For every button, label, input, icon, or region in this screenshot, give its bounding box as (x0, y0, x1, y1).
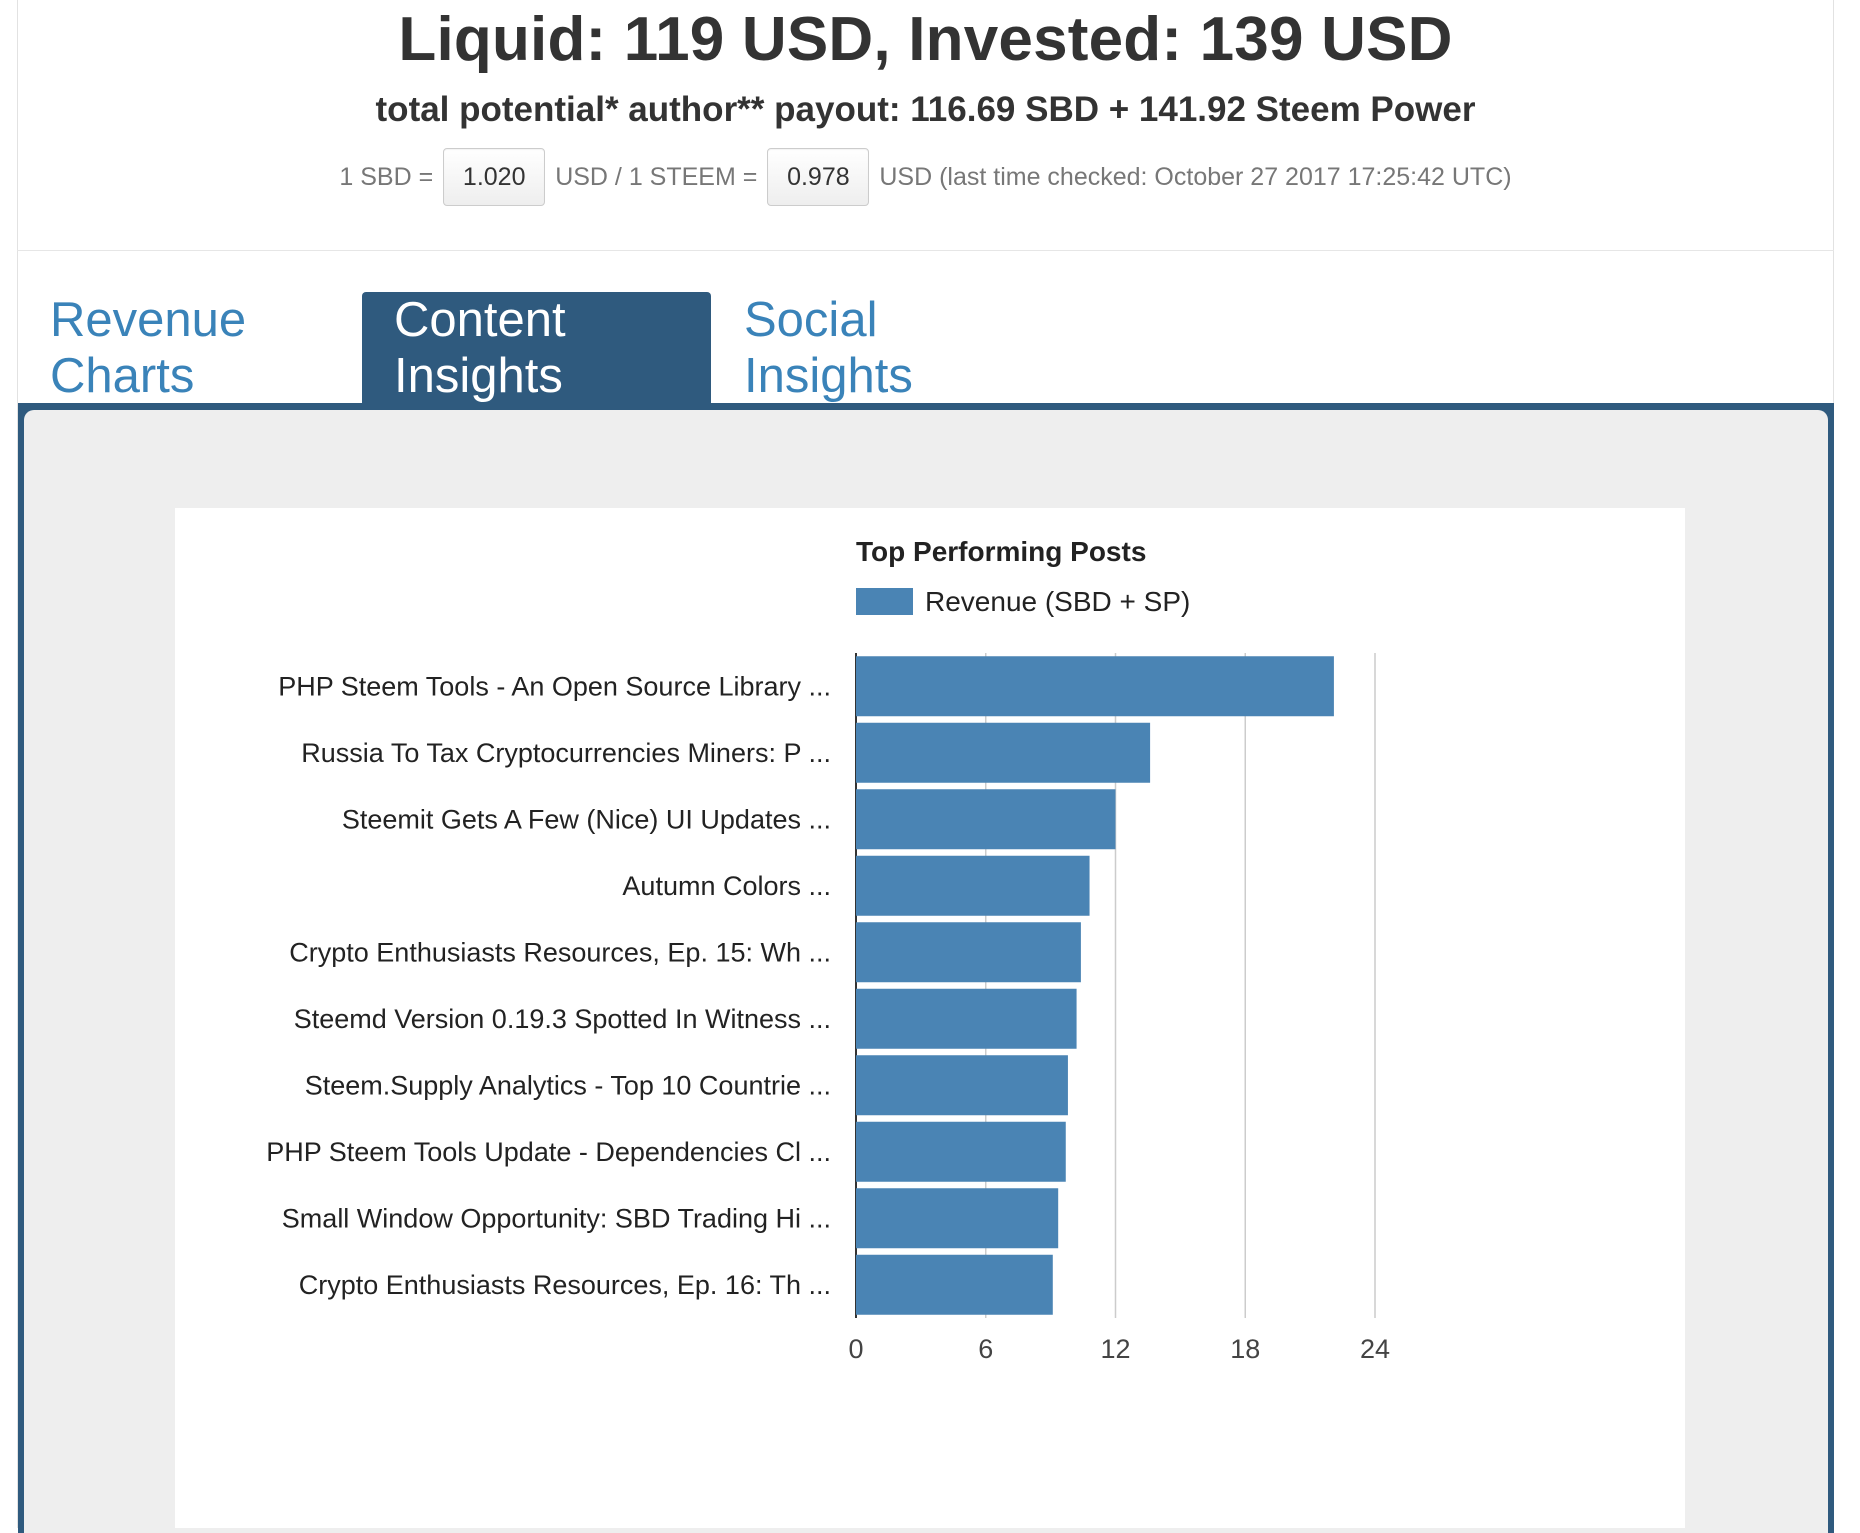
top-posts-chart: Top Performing Posts Revenue (SBD + SP) … (175, 508, 1685, 1528)
category-label-7: Steem.Supply Analytics - Top 10 Countrie… (305, 1070, 831, 1100)
bar-2[interactable] (856, 722, 1151, 783)
page-title: Liquid: 119 USD, Invested: 139 USD (398, 5, 1453, 74)
header-divider (17, 250, 1834, 251)
category-label-3: Steemit Gets A Few (Nice) UI Updates ... (342, 804, 831, 834)
chart-title: Top Performing Posts (856, 536, 1146, 567)
category-label-9: Small Window Opportunity: SBD Trading Hi… (282, 1203, 831, 1233)
legend-swatch (856, 588, 913, 615)
bars (856, 656, 1334, 1315)
category-labels: PHP Steem Tools - An Open Source Library… (266, 671, 831, 1300)
sbd-rate-label: 1 SBD = (339, 162, 434, 191)
category-label-2: Russia To Tax Cryptocurrencies Miners: P… (301, 738, 831, 768)
x-tick-label: 0 (848, 1334, 863, 1364)
bar-8[interactable] (856, 1121, 1066, 1182)
category-label-5: Crypto Enthusiasts Resources, Ep. 15: Wh… (289, 937, 831, 967)
x-tick-label: 18 (1230, 1334, 1260, 1364)
bar-4[interactable] (856, 855, 1090, 916)
exchange-rates: 1 SBD = USD / 1 STEEM = USD (last time c… (17, 148, 1834, 206)
bar-5[interactable] (856, 922, 1081, 983)
sbd-rate-input[interactable] (443, 148, 546, 206)
last-checked-text: USD (last time checked: October 27 2017 … (879, 162, 1512, 191)
tab-revenue-charts[interactable]: Revenue Charts (50, 293, 247, 403)
bar-10[interactable] (856, 1254, 1053, 1315)
category-label-10: Crypto Enthusiasts Resources, Ep. 16: Th… (299, 1270, 831, 1300)
legend-label: Revenue (SBD + SP) (925, 586, 1190, 617)
bar-1[interactable] (856, 656, 1334, 717)
x-tick-label: 6 (978, 1334, 993, 1364)
chart-svg: Top Performing Posts Revenue (SBD + SP) … (266, 536, 1390, 1364)
payout-subtitle: total potential* author** payout: 116.69… (375, 90, 1476, 129)
x-tick-label: 12 (1100, 1334, 1130, 1364)
steem-rate-label: USD / 1 STEEM = (555, 162, 758, 191)
bar-9[interactable] (856, 1188, 1059, 1249)
category-label-6: Steemd Version 0.19.3 Spotted In Witness… (294, 1004, 831, 1034)
x-tick-label: 24 (1360, 1334, 1390, 1364)
category-label-1: PHP Steem Tools - An Open Source Library… (278, 671, 831, 701)
summary-header: Liquid: 119 USD, Invested: 139 USD total… (17, 0, 1834, 252)
bar-3[interactable] (856, 789, 1116, 850)
tab-underline (18, 403, 1834, 409)
x-tick-labels: 0 6 12 18 24 (848, 1334, 1390, 1364)
category-label-4: Autumn Colors ... (622, 871, 831, 901)
insight-tabs: Revenue Charts Content Insights Social I… (18, 292, 1834, 404)
tab-social-insights[interactable]: Social Insights (744, 293, 913, 403)
bar-6[interactable] (856, 988, 1077, 1049)
bar-7[interactable] (856, 1055, 1068, 1116)
category-label-8: PHP Steem Tools Update - Dependencies Cl… (266, 1137, 831, 1167)
tab-content-insights[interactable]: Content Insights (362, 292, 711, 404)
steem-rate-input[interactable] (767, 148, 870, 206)
